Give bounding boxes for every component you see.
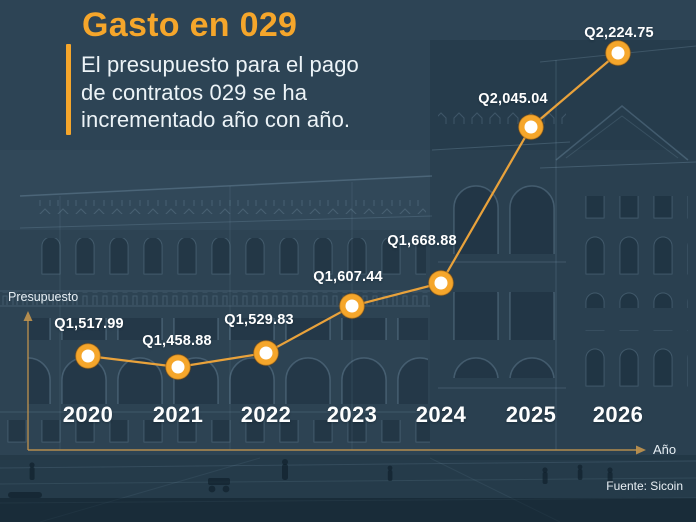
y-axis-title: Presupuesto xyxy=(8,290,79,304)
data-point-label: Q1,529.83 xyxy=(224,312,294,328)
x-tick-label: 2021 xyxy=(152,402,204,427)
data-point-marker-center xyxy=(611,46,625,60)
x-tick-label: 2025 xyxy=(505,402,557,427)
data-point-marker-center xyxy=(524,120,538,134)
accent-bar xyxy=(66,44,71,135)
x-axis-title: Año xyxy=(653,442,677,457)
x-tick-label: 2023 xyxy=(326,402,378,427)
data-series xyxy=(74,39,632,381)
x-axis-arrow-icon xyxy=(636,445,646,455)
y-axis-arrow-icon xyxy=(23,311,33,321)
source-credit: Fuente: Sicoin xyxy=(606,479,683,493)
data-point-label: Q2,045.04 xyxy=(478,91,548,107)
data-point-marker-center xyxy=(171,360,185,374)
data-point-label: Q1,607.44 xyxy=(313,269,383,285)
x-tick-label: 2020 xyxy=(62,402,114,427)
data-point-marker-center xyxy=(259,346,273,360)
data-point-marker-center xyxy=(81,349,95,363)
page-title: Gasto en 029 xyxy=(82,6,298,44)
data-point-label: Q2,224.75 xyxy=(584,25,654,41)
data-point-label: Q1,458.88 xyxy=(142,333,212,349)
data-point-label: Q1,517.99 xyxy=(54,316,124,332)
x-axis xyxy=(28,445,646,455)
data-point-marker-center xyxy=(434,276,448,290)
page-subtitle: El presupuesto para el pago de contratos… xyxy=(81,52,359,132)
data-point-label: Q1,668.88 xyxy=(387,233,457,249)
x-tick-label: 2024 xyxy=(415,402,467,427)
y-axis xyxy=(23,311,33,450)
x-tick-label: 2022 xyxy=(240,402,292,427)
data-point-marker-center xyxy=(345,299,359,313)
x-tick-label: 2026 xyxy=(592,402,644,427)
